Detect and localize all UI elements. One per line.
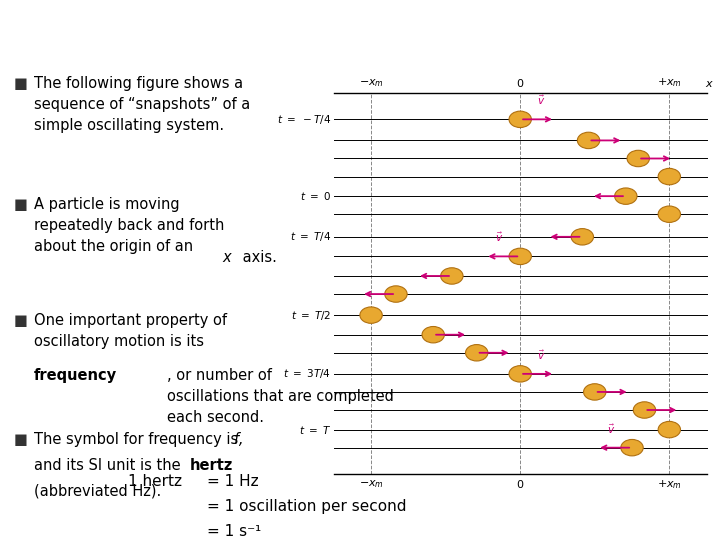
Text: The following figure shows a
sequence of “snapshots” of a
simple oscillating sys: The following figure shows a sequence of…: [34, 76, 251, 132]
Text: 1 hertz: 1 hertz: [127, 475, 181, 489]
Text: $0$: $0$: [516, 478, 524, 490]
Text: $t\ =\ 0$: $t\ =\ 0$: [300, 190, 331, 202]
Text: $+x_m$: $+x_m$: [657, 478, 682, 491]
Text: $t\ =\ T/2$: $t\ =\ T/2$: [291, 309, 331, 322]
Text: axis.: axis.: [238, 250, 277, 265]
Ellipse shape: [509, 111, 531, 127]
Text: ■: ■: [14, 313, 27, 328]
Text: A particle is moving
repeatedly back and forth
about the origin of an: A particle is moving repeatedly back and…: [34, 197, 225, 254]
Text: = 1 oscillation per second: = 1 oscillation per second: [207, 499, 406, 514]
Ellipse shape: [658, 168, 680, 185]
Ellipse shape: [441, 268, 463, 284]
Text: frequency: frequency: [34, 368, 117, 383]
Ellipse shape: [627, 150, 649, 167]
Text: $x$: $x$: [705, 79, 714, 89]
Text: = 1 Hz: = 1 Hz: [207, 475, 258, 489]
Text: $\vec{v}$: $\vec{v}$: [537, 94, 545, 107]
Text: $0$: $0$: [516, 77, 524, 89]
Text: $-x_m$: $-x_m$: [359, 77, 384, 89]
Text: One important property of
oscillatory motion is its: One important property of oscillatory mo…: [34, 313, 227, 349]
Ellipse shape: [509, 366, 531, 382]
Text: ■: ■: [14, 432, 27, 447]
Text: Erwin Sitompul: Erwin Sitompul: [14, 518, 114, 532]
Ellipse shape: [360, 307, 382, 323]
Text: $+x_m$: $+x_m$: [657, 76, 682, 89]
Ellipse shape: [466, 345, 488, 361]
Ellipse shape: [509, 248, 531, 265]
Text: ■: ■: [14, 197, 27, 212]
Text: University Physics: Waves and Electricity: University Physics: Waves and Electricit…: [239, 518, 481, 532]
Text: $t\ =\ −T/4$: $t\ =\ −T/4$: [277, 113, 331, 126]
Ellipse shape: [658, 206, 680, 222]
Text: $t\ =\ T$: $t\ =\ T$: [299, 423, 331, 436]
Ellipse shape: [384, 286, 407, 302]
Text: $t\ =\ T/4$: $t\ =\ T/4$: [290, 231, 331, 244]
Text: ■: ■: [14, 76, 27, 91]
Text: f,: f,: [234, 432, 243, 447]
Text: , or number of
oscillations that are completed
each second.: , or number of oscillations that are com…: [167, 368, 394, 424]
Text: $t\ =\ 3T/4$: $t\ =\ 3T/4$: [283, 367, 331, 380]
Ellipse shape: [577, 132, 600, 149]
Text: (abbreviated Hz).: (abbreviated Hz).: [34, 484, 161, 499]
Ellipse shape: [571, 228, 593, 245]
Text: $-x_m$: $-x_m$: [359, 478, 384, 490]
Ellipse shape: [634, 402, 656, 418]
Text: 1/6: 1/6: [687, 518, 706, 532]
Text: = 1 s⁻¹: = 1 s⁻¹: [207, 524, 261, 539]
Text: and its SI unit is the: and its SI unit is the: [34, 458, 185, 473]
Text: The symbol for frequency is: The symbol for frequency is: [34, 432, 243, 447]
Ellipse shape: [615, 188, 637, 204]
Text: hertz: hertz: [189, 458, 233, 473]
Ellipse shape: [422, 327, 444, 343]
Text: Simple Harmonic Motion: Simple Harmonic Motion: [351, 19, 698, 43]
Text: x: x: [222, 250, 231, 265]
Text: $\vec{v}$: $\vec{v}$: [495, 231, 503, 244]
Ellipse shape: [658, 421, 680, 438]
Ellipse shape: [584, 384, 606, 400]
Text: $\vec{v}$: $\vec{v}$: [537, 348, 545, 362]
Text: $\vec{v}$: $\vec{v}$: [607, 422, 616, 436]
Ellipse shape: [621, 440, 643, 456]
